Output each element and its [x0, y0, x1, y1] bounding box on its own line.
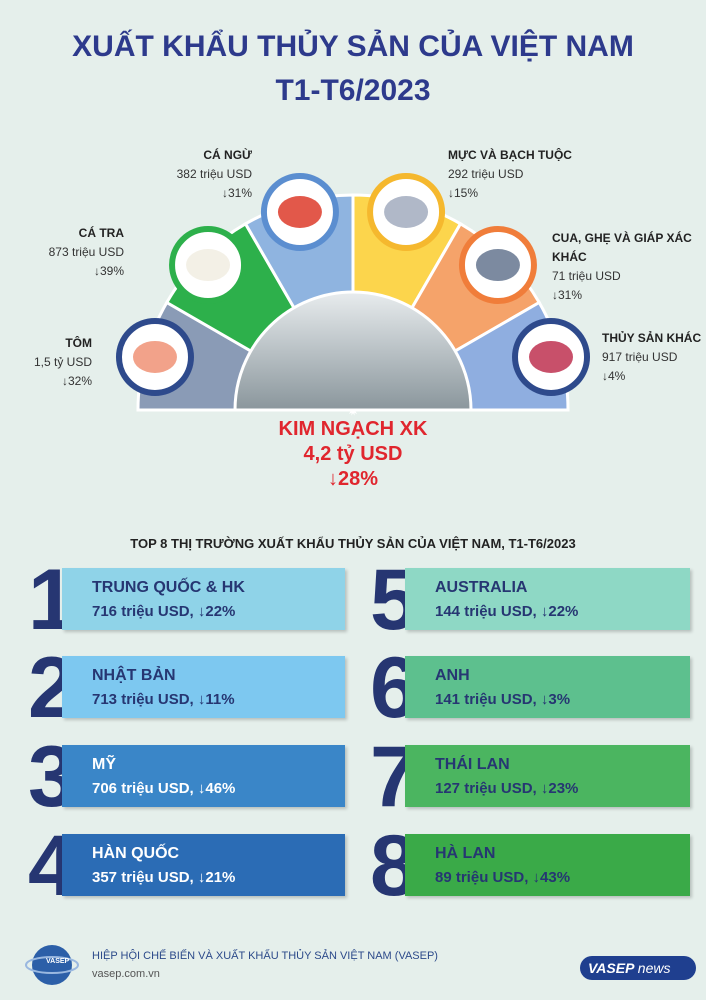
product-value: 382 triệu USD [176, 167, 252, 181]
product-image [186, 249, 231, 282]
product-name: CUA, GHẸ VÀ GIÁP XÁC KHÁC [552, 231, 692, 264]
product-change: ↓4% [602, 369, 626, 383]
market-value: 713 triệu USD, ↓11% [92, 691, 235, 708]
market-value: 716 triệu USD, ↓22% [92, 603, 236, 620]
market-name: MỸ [92, 756, 116, 773]
market-name: ANH [435, 667, 470, 684]
market-box: THÁI LAN 127 triệu USD, ↓23% [405, 745, 690, 807]
brand: VASEP news [588, 960, 670, 976]
market-name: NHẬT BẢN [92, 667, 176, 684]
market-value: 144 triệu USD, ↓22% [435, 603, 579, 620]
market-value: 127 triệu USD, ↓23% [435, 780, 579, 797]
product-label: CUA, GHẸ VÀ GIÁP XÁC KHÁC 71 triệu USD ↓31… [552, 229, 692, 305]
product-label: CÁ NGỪ 382 triệu USD ↓31% [132, 146, 252, 203]
product-label: CÁ TRA 873 triệu USD ↓39% [14, 224, 124, 281]
market-box: TRUNG QUỐC & HK 716 triệu USD, ↓22% [62, 568, 345, 630]
product-change: ↓31% [221, 186, 252, 200]
product-image [132, 340, 177, 373]
product-image [277, 195, 322, 228]
market-name: AUSTRALIA [435, 579, 528, 596]
product-name: THỦY SẢN KHÁC [602, 331, 702, 345]
market-name: TRUNG QUỐC & HK [92, 579, 245, 596]
org: HIỆP HỘI CHẾ BIẾN VÀ XUẤT KHẨU THỦY SẢN … [92, 950, 438, 962]
factory-photo [233, 290, 473, 412]
product-image [475, 249, 520, 282]
market-value: 706 triệu USD, ↓46% [92, 780, 236, 797]
brand-name: VASEP [588, 960, 634, 976]
product-image [529, 340, 574, 373]
product-name: CÁ NGỪ [203, 148, 252, 162]
product-name: TÔM [65, 336, 92, 350]
product-image [384, 195, 429, 228]
total-value: 4,2 tỷ USD [303, 443, 403, 465]
product-value: 873 triệu USD [48, 245, 124, 259]
market-box: HÀN QUỐC 357 triệu USD, ↓21% [62, 834, 345, 896]
product-label: TÔM 1,5 tỷ USD ↓32% [2, 334, 92, 391]
total-label: KIM NGẠCH XK [278, 418, 428, 440]
market-value: 357 triệu USD, ↓21% [92, 869, 236, 886]
product-change: ↓15% [448, 186, 479, 200]
market-box: MỸ 706 triệu USD, ↓46% [62, 745, 345, 807]
market-box: NHẬT BẢN 713 triệu USD, ↓11% [62, 656, 345, 718]
market-value: 89 triệu USD, ↓43% [435, 869, 571, 886]
product-change: ↓31% [552, 288, 583, 302]
product-change: ↓32% [61, 374, 92, 388]
total-change: ↓28% [327, 468, 379, 490]
market-value: 141 triệu USD, ↓3% [435, 691, 571, 708]
title: T1-T6/2023 [275, 74, 431, 107]
brand-suffix: news [637, 960, 671, 976]
product-value: 917 triệu USD [602, 350, 678, 364]
product-name: MỰC VÀ BẠCH TUỘC [448, 148, 572, 162]
product-label: THỦY SẢN KHÁC 917 triệu USD ↓4% [602, 329, 702, 386]
product-change: ↓39% [93, 264, 124, 278]
market-box: AUSTRALIA 144 triệu USD, ↓22% [405, 568, 690, 630]
title: XUẤT KHẨU THỦY SẢN CỦA VIỆT NAM [72, 30, 634, 63]
website: vasep.com.vn [92, 968, 160, 980]
footer-logo [25, 945, 79, 985]
logo-text: VASEP [46, 958, 70, 965]
markets-title: TOP 8 THỊ TRƯỜNG XUẤT KHẨU THỦY SẢN CỦA … [130, 536, 576, 551]
product-value: 292 triệu USD [448, 167, 524, 181]
market-box: ANH 141 triệu USD, ↓3% [405, 656, 690, 718]
market-name: HÀ LAN [435, 845, 496, 862]
brand-badge [580, 956, 696, 980]
product-value: 71 triệu USD [552, 269, 621, 283]
product-name: CÁ TRA [78, 226, 124, 240]
market-name: THÁI LAN [435, 756, 510, 773]
product-label: MỰC VÀ BẠCH TUỘC 292 triệu USD ↓15% [448, 146, 598, 203]
product-value: 1,5 tỷ USD [33, 355, 92, 369]
market-name: HÀN QUỐC [92, 845, 180, 862]
market-box: HÀ LAN 89 triệu USD, ↓43% [405, 834, 690, 896]
